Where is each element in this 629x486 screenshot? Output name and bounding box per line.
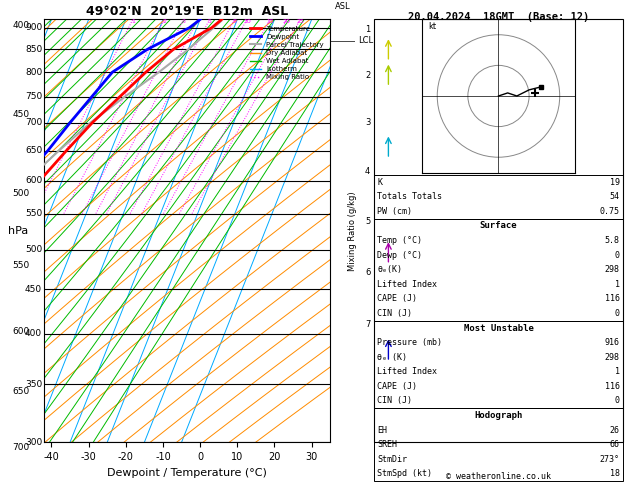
Text: 500: 500 [25,245,42,254]
Text: 1: 1 [131,18,135,24]
Text: 450: 450 [13,109,30,119]
Text: θₑ(K): θₑ(K) [377,265,403,274]
Text: 10: 10 [243,18,251,24]
Text: Dewp (°C): Dewp (°C) [377,251,423,260]
Text: 298: 298 [604,353,620,362]
Text: 26: 26 [610,426,620,434]
Text: 20: 20 [283,18,291,24]
Text: 0: 0 [615,397,620,405]
Text: K: K [377,178,382,187]
Text: 400: 400 [25,329,42,338]
Text: 600: 600 [13,327,30,336]
Text: StmSpd (kt): StmSpd (kt) [377,469,432,478]
Text: 700: 700 [25,118,42,127]
Text: 4: 4 [196,18,200,24]
Text: 500: 500 [13,189,30,198]
Text: 700: 700 [13,443,30,452]
Text: 550: 550 [25,209,42,218]
Text: 0: 0 [615,251,620,260]
Text: kt: kt [428,21,436,31]
Text: 5.8: 5.8 [604,236,620,245]
Text: 54: 54 [610,192,620,201]
Text: © weatheronline.co.uk: © weatheronline.co.uk [446,472,551,481]
Text: 600: 600 [25,176,42,185]
Text: 900: 900 [25,23,42,32]
Text: 650: 650 [13,387,30,396]
Text: 450: 450 [25,285,42,294]
Text: 5: 5 [208,18,211,24]
Text: 20.04.2024  18GMT  (Base: 12): 20.04.2024 18GMT (Base: 12) [408,12,589,22]
Text: km
ASL: km ASL [335,0,350,11]
Text: 116: 116 [604,295,620,303]
Text: 650: 650 [25,146,42,155]
Text: 116: 116 [604,382,620,391]
Text: 3: 3 [182,18,186,24]
Text: hPa: hPa [8,226,28,236]
Text: CIN (J): CIN (J) [377,397,413,405]
Text: 300: 300 [25,438,42,447]
Text: SREH: SREH [377,440,398,449]
Text: θₑ (K): θₑ (K) [377,353,408,362]
Title: 49°02'N  20°19'E  B12m  ASL: 49°02'N 20°19'E B12m ASL [86,5,288,18]
Legend: Temperature, Dewpoint, Parcel Trajectory, Dry Adiabat, Wet Adiabat, Isotherm, Mi: Temperature, Dewpoint, Parcel Trajectory… [248,23,326,83]
Text: EH: EH [377,426,387,434]
Text: Hodograph: Hodograph [474,411,523,420]
Text: CAPE (J): CAPE (J) [377,295,418,303]
Text: CIN (J): CIN (J) [377,309,413,318]
Text: 8: 8 [233,18,237,24]
Text: 18: 18 [610,469,620,478]
Text: 15: 15 [266,18,274,24]
Text: 1: 1 [615,367,620,376]
Text: LCL: LCL [358,36,373,45]
Text: Surface: Surface [480,222,517,230]
Text: 400: 400 [13,20,30,30]
Text: 1: 1 [615,280,620,289]
Text: Totals Totals: Totals Totals [377,192,442,201]
Text: Pressure (mb): Pressure (mb) [377,338,442,347]
Text: Lifted Index: Lifted Index [377,280,437,289]
Text: 800: 800 [25,68,42,77]
Text: 2: 2 [162,18,166,24]
Text: CAPE (J): CAPE (J) [377,382,418,391]
Text: 19: 19 [610,178,620,187]
Text: 750: 750 [25,92,42,101]
Text: 0.75: 0.75 [599,207,620,216]
Text: 350: 350 [25,380,42,389]
Text: 66: 66 [610,440,620,449]
Text: 0: 0 [615,309,620,318]
Text: 25: 25 [296,18,304,24]
Text: 273°: 273° [599,455,620,464]
Text: PW (cm): PW (cm) [377,207,413,216]
Text: 916: 916 [604,338,620,347]
Text: Most Unstable: Most Unstable [464,324,533,332]
Text: Mixing Ratio (g/kg): Mixing Ratio (g/kg) [348,191,357,271]
Text: 550: 550 [13,261,30,270]
Text: Temp (°C): Temp (°C) [377,236,423,245]
Text: 850: 850 [25,45,42,54]
Text: 298: 298 [604,265,620,274]
X-axis label: Dewpoint / Temperature (°C): Dewpoint / Temperature (°C) [107,468,267,478]
Text: Lifted Index: Lifted Index [377,367,437,376]
Text: StmDir: StmDir [377,455,408,464]
